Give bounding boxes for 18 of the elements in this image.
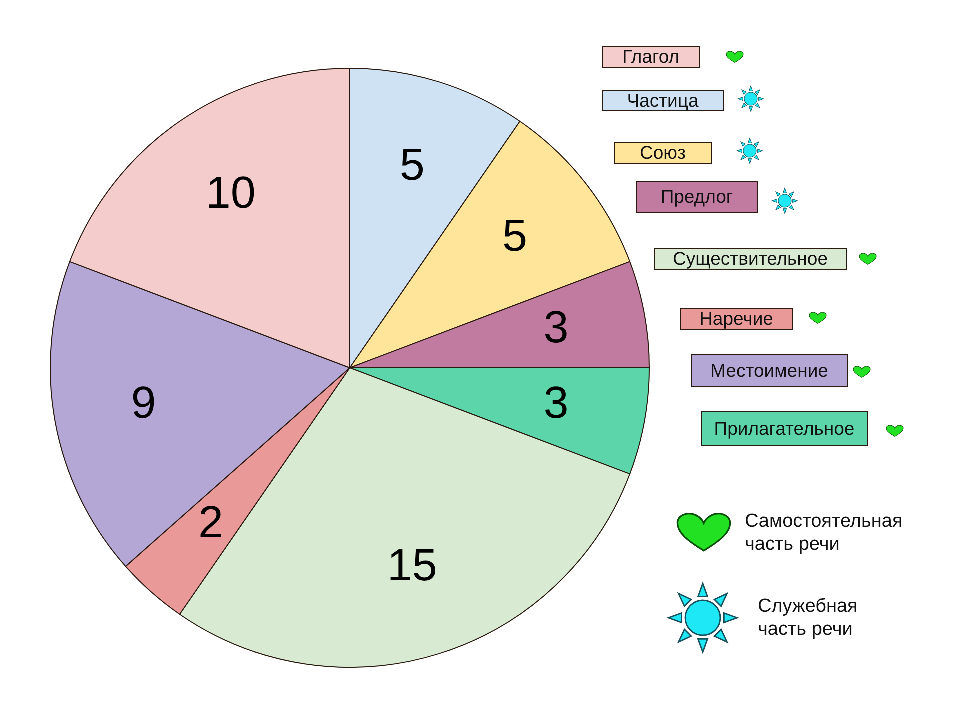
legend-label: Глагол: [622, 46, 680, 68]
data-label: 3: [544, 377, 569, 428]
data-label: 10: [206, 166, 256, 218]
data-label: 9: [131, 377, 156, 428]
text: Самостоятельная часть речи: [745, 510, 904, 556]
legend-label: Местоимение: [710, 360, 828, 382]
data-label: 15: [387, 540, 438, 591]
data-label: 5: [502, 210, 528, 262]
data-label: 2: [198, 496, 224, 548]
legend-label: Существительное: [673, 248, 828, 270]
legend-label: Союз: [640, 142, 686, 164]
legend-label: Предлог: [660, 186, 734, 208]
legend-label: Прилагательное: [714, 418, 855, 440]
legend-label: Частица: [627, 90, 699, 112]
data-label: 3: [544, 302, 569, 353]
legend-label: Наречие: [700, 308, 774, 330]
text: Служебная часть речи: [758, 595, 859, 641]
data-label: 5: [400, 139, 425, 190]
